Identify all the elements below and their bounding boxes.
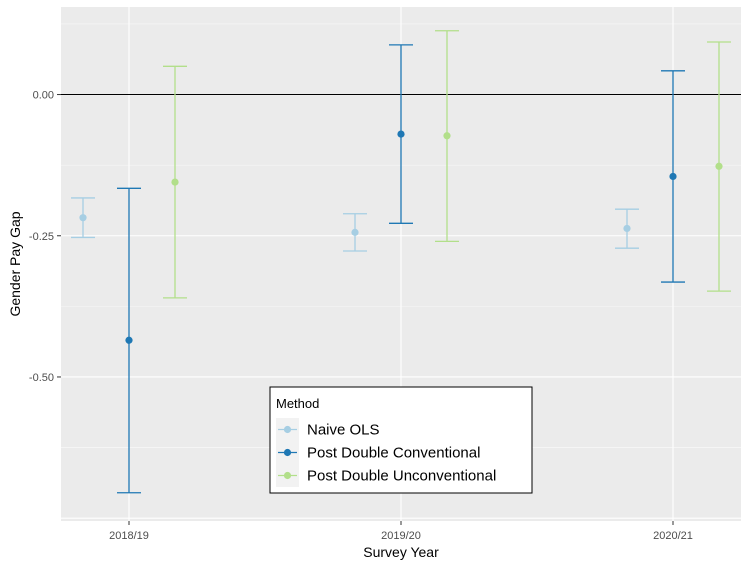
legend-label: Post Double Unconventional: [307, 468, 496, 485]
y-axis-title: Gender Pay Gap: [7, 211, 23, 316]
legend-key-point: [283, 425, 292, 434]
data-marks: [71, 30, 731, 494]
data-point: [623, 224, 631, 233]
legend-key-point: [283, 448, 292, 457]
data-point: [351, 228, 359, 236]
x-axis-title: Survey Year: [363, 544, 439, 560]
legend-label: Naive OLS: [307, 422, 380, 439]
data-point: [125, 336, 133, 344]
y-tick-label: 0.00: [33, 90, 54, 102]
x-tick-label: 2019/20: [381, 530, 421, 542]
legend-label: Post Double Conventional: [307, 445, 480, 462]
data-point: [669, 172, 677, 181]
y-tick-label: -0.50: [29, 372, 54, 384]
data-point: [397, 130, 405, 138]
x-tick-label: 2020/21: [653, 530, 693, 542]
data-point: [443, 132, 451, 140]
legend-box: [269, 386, 533, 494]
legend: Method Naive OLS Post Double Conventional…: [269, 386, 533, 494]
legend-key-point: [283, 471, 292, 480]
legend-items: Naive OLS Post Double Conventional Post Do…: [276, 418, 496, 487]
y-tick-label: -0.25: [29, 231, 54, 243]
x-tick-label: 2018/19: [109, 530, 149, 542]
data-point: [715, 162, 723, 170]
data-point: [79, 214, 87, 222]
y-axis: 0.00 -0.25 -0.50: [29, 90, 61, 384]
data-point: [171, 178, 179, 186]
legend-title: Method: [276, 396, 319, 411]
x-axis: 2018/19 2019/20 2020/21: [109, 521, 693, 542]
